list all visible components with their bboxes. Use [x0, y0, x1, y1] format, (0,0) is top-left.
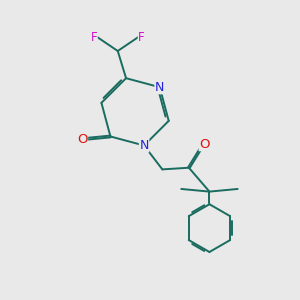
Text: F: F	[138, 31, 145, 44]
Text: N: N	[155, 81, 164, 94]
Text: F: F	[91, 31, 97, 44]
Text: O: O	[77, 133, 88, 146]
Text: N: N	[140, 139, 149, 152]
Text: O: O	[199, 138, 210, 151]
